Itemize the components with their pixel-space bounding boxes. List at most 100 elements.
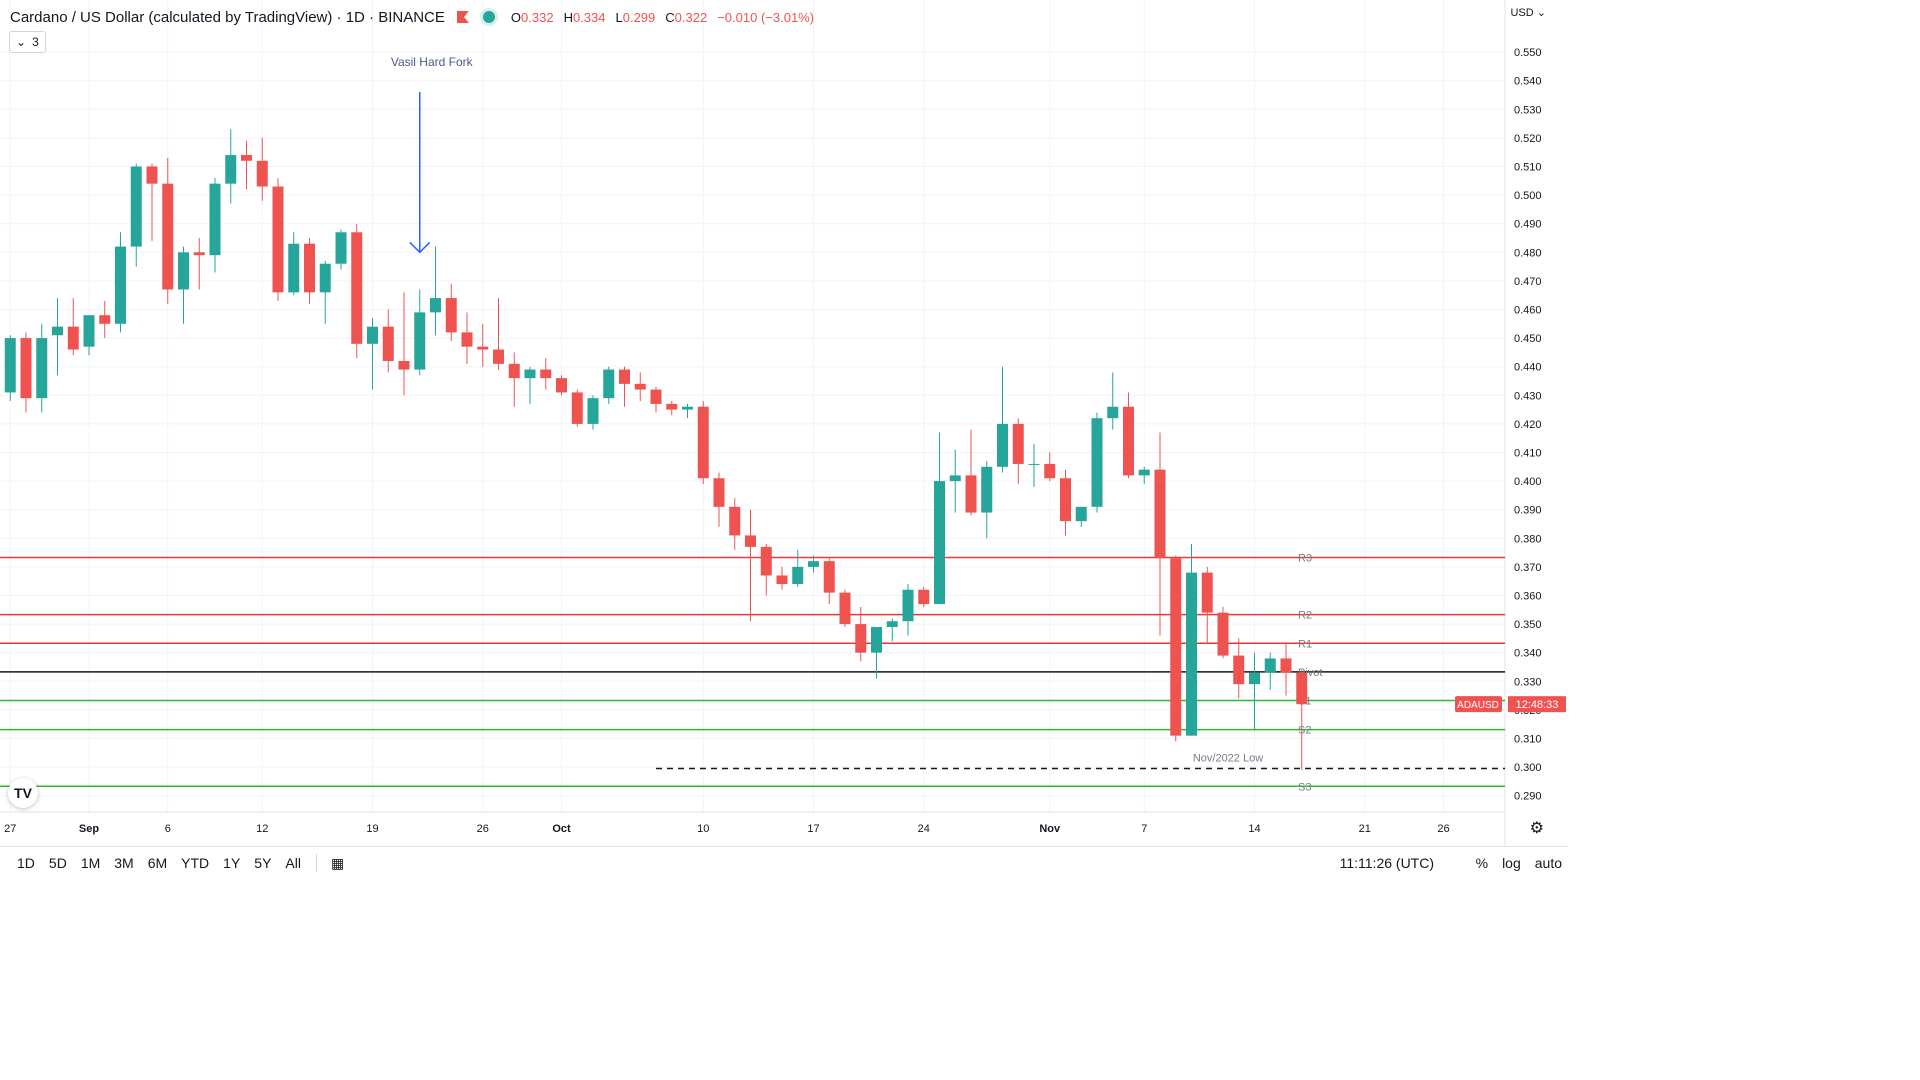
chart-area[interactable]: 0.550 0.540 0.530 0.520 0.510 0.500 0.490 0.480… <box>0 0 1568 846</box>
timeframe-5y[interactable]: 5Y <box>254 855 272 871</box>
candle-body <box>1249 672 1260 685</box>
candle-body <box>556 378 567 393</box>
candle-body <box>1107 406 1119 419</box>
timeframe-all[interactable]: All <box>285 855 301 871</box>
candle-body <box>225 155 237 184</box>
timeframe-6m[interactable]: 6M <box>147 855 168 871</box>
candle-body <box>52 326 63 336</box>
price-tick-label: 0.480 <box>1514 247 1542 259</box>
symbol-price-tag <box>1455 696 1502 713</box>
candle-body <box>367 326 378 344</box>
time-tick-label: 10 <box>697 823 709 835</box>
timeframe-5d[interactable]: 5D <box>48 855 67 871</box>
candle-body <box>1138 469 1150 476</box>
flag-icon[interactable] <box>456 11 469 23</box>
candle-body <box>67 326 79 350</box>
price-tick-label: 0.400 <box>1514 476 1542 488</box>
low-line-label: Nov/2022 Low <box>1193 753 1263 765</box>
indicators-toggle[interactable]: ⌄ 3 <box>9 31 46 53</box>
price-tick-label: 0.490 <box>1514 219 1542 231</box>
scale-options: % log auto <box>1476 855 1562 871</box>
candle-body <box>288 243 300 293</box>
timeframe-1y[interactable]: 1Y <box>223 855 241 871</box>
price-tick-label: 0.450 <box>1514 333 1542 345</box>
utc-clock[interactable]: 11:11:26 (UTC) <box>1339 855 1434 871</box>
candle-body <box>634 383 646 390</box>
candle-body <box>430 298 441 313</box>
candle-body <box>445 298 457 333</box>
timeframe-3m[interactable]: 3M <box>114 855 134 871</box>
pivot-label-s2: S2 <box>1298 725 1311 737</box>
bottom-toolbar: 1D 5D 1M 3M 6M YTD 1Y 5Y All ▦ 11:11:26 (UTC) % … <box>0 846 1568 879</box>
candle-body <box>1012 423 1024 464</box>
candle-body <box>619 369 630 384</box>
pivot-label-s3: S3 <box>1298 781 1311 793</box>
chevron-down-icon: ⌄ <box>16 35 27 49</box>
candle-body <box>162 183 174 290</box>
countdown-text: 12:48:33 <box>1516 699 1559 711</box>
candle-body <box>1217 612 1229 656</box>
chevron-down-icon: ⌄ <box>1536 7 1546 19</box>
time-tick-label: 21 <box>1359 823 1371 835</box>
time-tick-label: 24 <box>918 823 930 835</box>
tradingview-logo-icon[interactable]: TV <box>8 778 38 808</box>
low-value: 0.299 <box>622 9 656 25</box>
price-tick-label: 0.440 <box>1514 362 1542 374</box>
candle-body <box>1123 406 1134 476</box>
time-tick-label: 14 <box>1248 823 1260 835</box>
candle-body <box>1075 506 1087 522</box>
candle-body <box>934 481 945 605</box>
calendar-icon[interactable]: ▦ <box>330 854 345 871</box>
candle-body <box>130 166 142 247</box>
time-tick-label: 26 <box>477 823 489 835</box>
candle-body <box>776 575 788 585</box>
price-tick-label: 0.420 <box>1514 419 1542 431</box>
gear-icon[interactable]: ⚙ <box>1529 820 1544 837</box>
symbol-title[interactable]: Cardano / US Dollar (calculated by Tradi… <box>10 8 445 26</box>
timeframe-buttons: 1D 5D 1M 3M 6M YTD 1Y 5Y All <box>10 855 308 871</box>
candle-body <box>823 561 835 593</box>
timeframe-ytd[interactable]: YTD <box>181 855 210 871</box>
candle-body <box>83 315 95 347</box>
candle-body <box>981 466 993 513</box>
candle-body <box>760 546 772 576</box>
symbol-price-tag-text: ADAUSD <box>1457 700 1499 711</box>
candle-body <box>178 252 189 290</box>
price-tick-label: 0.530 <box>1514 104 1542 116</box>
time-tick-label: 27 <box>4 823 16 835</box>
auto-toggle[interactable]: auto <box>1534 855 1562 871</box>
time-tick-label: 26 <box>1437 823 1449 835</box>
pivot-label-r2: R2 <box>1298 610 1312 622</box>
timeframe-1d[interactable]: 1D <box>17 855 35 871</box>
candle-body <box>1280 658 1292 673</box>
candle-body <box>414 312 426 370</box>
ohlc-values: O0.332 H0.334 L0.299 C0.322 −0.010 (−3.0… <box>511 10 814 25</box>
price-chart[interactable]: 0.550 0.540 0.530 0.520 0.510 0.500 0.490 0.480… <box>0 0 1568 846</box>
candle-body <box>193 252 205 256</box>
price-tick-label: 0.430 <box>1514 390 1542 402</box>
price-tick-label: 0.540 <box>1514 76 1542 88</box>
timeframe-1m[interactable]: 1M <box>80 855 101 871</box>
price-tick-label: 0.370 <box>1514 562 1542 574</box>
log-toggle[interactable]: log <box>1502 855 1521 871</box>
price-tick-label: 0.310 <box>1514 734 1542 746</box>
candle-body <box>1060 478 1071 522</box>
candle-body <box>461 332 473 347</box>
candle-body <box>241 155 252 161</box>
candle-body <box>540 369 552 379</box>
candle-body <box>351 232 363 344</box>
price-tick-label: 0.500 <box>1514 190 1542 202</box>
currency-select[interactable]: USD ⌄ <box>1510 6 1546 19</box>
percent-toggle[interactable]: % <box>1475 855 1489 871</box>
candle-body <box>1028 463 1040 465</box>
candle-body <box>839 592 851 625</box>
candle-body <box>855 624 867 653</box>
price-tick-label: 0.380 <box>1514 533 1542 545</box>
candle-body <box>697 406 709 479</box>
candle-body <box>398 360 410 370</box>
candle-body <box>808 561 819 567</box>
candle-body <box>603 369 615 399</box>
price-tick-label: 0.360 <box>1514 591 1542 603</box>
candle-body <box>571 392 583 424</box>
candle-body <box>36 338 48 399</box>
